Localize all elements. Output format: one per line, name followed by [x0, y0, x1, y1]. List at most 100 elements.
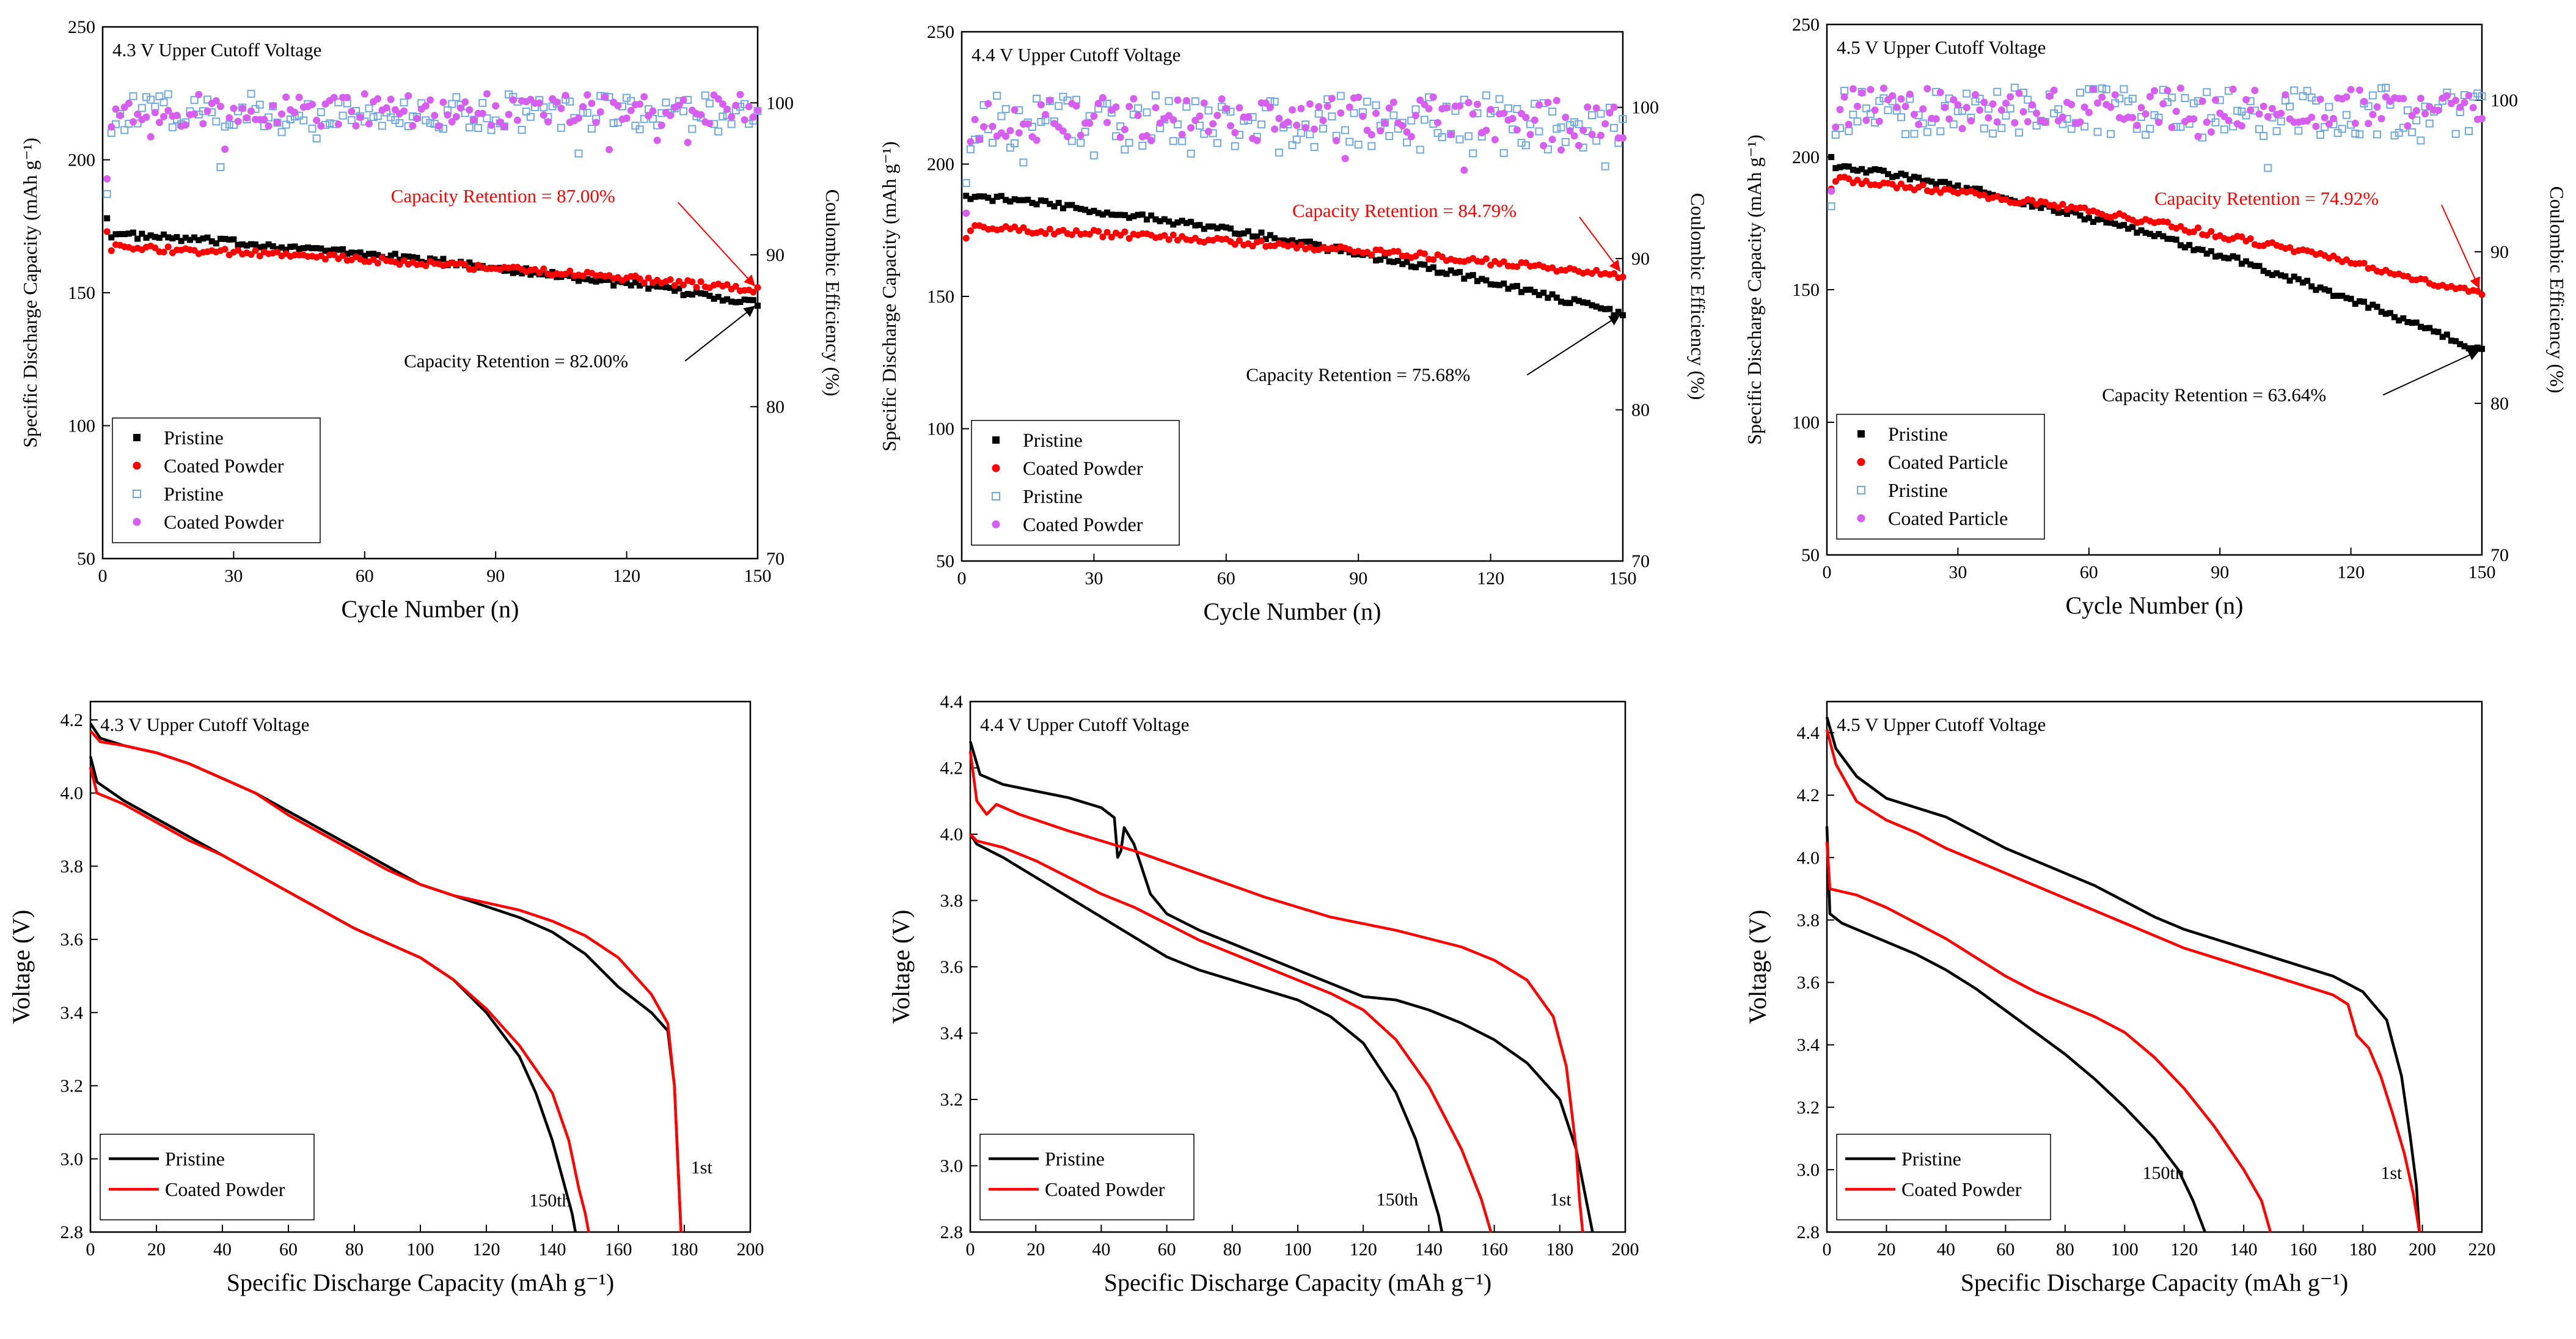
data-point [1095, 210, 1102, 216]
legend-label: Coated Powder [1023, 513, 1143, 535]
data-point [287, 243, 294, 250]
data-point [1430, 256, 1437, 263]
data-point [2368, 91, 2377, 100]
x-tick-label: 180 [1546, 1239, 1573, 1260]
series-line-0 [968, 741, 1594, 1233]
annotation-arrowhead [1609, 259, 1620, 272]
data-point [2361, 298, 2368, 305]
data-point [1602, 306, 1609, 312]
y-tick-label: 3.2 [1797, 1098, 1820, 1118]
data-point [1165, 97, 1173, 105]
data-point [121, 231, 128, 238]
data-point [2373, 103, 2381, 111]
data-point [2330, 115, 2338, 123]
data-point [2365, 120, 2373, 128]
data-point [1002, 132, 1010, 140]
data-point [2286, 102, 2294, 111]
data-point [409, 122, 417, 130]
data-point [2316, 130, 2325, 139]
data-point [448, 118, 456, 126]
data-point [1452, 270, 1458, 276]
data-point [505, 111, 513, 119]
x-tick-label: 40 [213, 1239, 232, 1260]
data-point [1517, 139, 1526, 147]
data-point [2107, 219, 2114, 226]
data-point [1306, 100, 1314, 108]
data-point [566, 273, 573, 279]
data-point [635, 125, 644, 134]
data-point [326, 119, 334, 128]
data-point [1945, 115, 1953, 123]
data-point [2377, 115, 2385, 123]
data-point [597, 277, 604, 284]
data-point [2146, 230, 2153, 237]
data-point [1025, 196, 1031, 203]
data-point [299, 116, 308, 125]
data-point [2451, 130, 2460, 138]
data-point [1367, 131, 1375, 139]
data-point [1859, 166, 1865, 172]
series-line-3 [969, 833, 1493, 1233]
data-point [2164, 87, 2172, 95]
data-point [1284, 238, 1291, 245]
data-point [1064, 133, 1072, 141]
data-point [221, 246, 229, 253]
data-point [1976, 106, 1984, 114]
data-point [1292, 135, 1301, 144]
y2-axis-label: Coulombic Efficiency (%) [822, 189, 844, 397]
x-axis-label: Cycle Number (n) [1203, 598, 1381, 625]
data-point [1254, 233, 1261, 240]
legend: Pristine Coated Particle Pristine Coated Pa… [1836, 414, 2045, 540]
data-point [2125, 226, 2132, 232]
legend: Pristine Coated Powder Pristine Coated Powd… [971, 420, 1180, 546]
data-point [373, 112, 382, 120]
data-point [2452, 97, 2460, 105]
data-point [2194, 133, 2202, 141]
data-point [295, 94, 303, 101]
data-point [296, 246, 302, 252]
series-line-2 [1825, 826, 2206, 1233]
data-point [754, 284, 761, 291]
data-point [2478, 291, 2486, 298]
data-point [645, 112, 653, 120]
data-point [1007, 198, 1014, 205]
data-point [2291, 273, 2297, 280]
data-point [2421, 276, 2429, 283]
x-tick-label: 40 [1937, 1239, 1955, 1260]
x-tick-label: 40 [1092, 1239, 1110, 1260]
x-tick-label: 80 [2056, 1239, 2074, 1260]
data-point [2133, 122, 2141, 130]
data-point [1245, 228, 1251, 235]
data-point [369, 113, 378, 122]
data-point [1001, 105, 1010, 113]
data-point [1297, 241, 1304, 249]
data-point [1566, 127, 1574, 134]
data-point [1911, 174, 1917, 180]
data-point [343, 94, 351, 101]
data-point [1386, 258, 1392, 265]
data-point [562, 92, 569, 100]
data-point [143, 234, 150, 241]
data-point [2058, 113, 2066, 121]
data-point [1854, 177, 1861, 184]
data-point [2268, 105, 2276, 112]
data-point [741, 296, 748, 303]
data-point [1932, 115, 1940, 123]
data-point [1433, 129, 1442, 138]
data-point [1500, 258, 1507, 265]
data-point [439, 98, 447, 106]
data-point [2290, 86, 2299, 95]
data-point [247, 251, 255, 258]
data-point [478, 98, 487, 107]
data-point [1443, 104, 1451, 112]
data-point [195, 90, 203, 98]
data-point [2404, 106, 2412, 115]
data-point [628, 282, 634, 288]
data-point [322, 248, 329, 254]
data-point [1509, 283, 1516, 290]
data-point [1535, 101, 1543, 109]
data-point [697, 278, 704, 285]
data-point [1011, 223, 1019, 230]
data-point [1047, 200, 1053, 207]
y-tick-label: 3.6 [1797, 973, 1820, 993]
